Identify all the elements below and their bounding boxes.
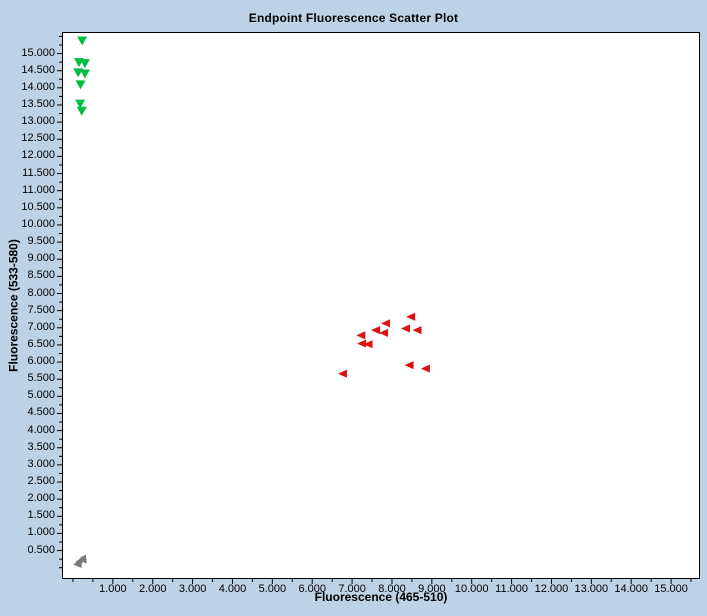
- data-point-green_triangles[interactable]: [75, 80, 86, 90]
- y-tick-label: 3.500: [27, 440, 55, 453]
- data-point-red_triangles[interactable]: [400, 324, 410, 333]
- y-tick-label: 2.500: [27, 475, 55, 488]
- x-tick-label: 12.000: [534, 583, 569, 595]
- data-point-red_triangles[interactable]: [412, 326, 422, 335]
- y-tick-label: 8.500: [27, 269, 55, 282]
- data-point-red_triangles[interactable]: [404, 361, 414, 370]
- plot-area[interactable]: [62, 32, 700, 579]
- data-point-red_triangles[interactable]: [356, 331, 366, 340]
- x-tick-label: 3.000: [178, 583, 207, 595]
- y-tick-label: 5.000: [27, 389, 55, 402]
- x-tick-label: 11.000: [495, 583, 528, 595]
- y-tick-label: 3.000: [27, 457, 55, 470]
- x-tick-label: 6.000: [298, 583, 326, 595]
- data-point-red_triangles[interactable]: [406, 312, 416, 321]
- y-tick-label: 5.500: [27, 372, 55, 385]
- data-point-gray_cluster[interactable]: [75, 562, 82, 569]
- y-axis-label: Fluorescence (533-580): [6, 239, 21, 372]
- y-tick-label: 2.000: [27, 492, 55, 505]
- y-tick-label: 1.500: [27, 509, 55, 522]
- y-tick-label: 11.500: [22, 166, 55, 179]
- y-tick-label: 7.500: [27, 303, 55, 316]
- data-point-red_triangles[interactable]: [357, 339, 367, 348]
- x-tick-label: 7.000: [338, 583, 366, 595]
- data-point-red_triangles[interactable]: [371, 326, 381, 335]
- x-tick-label: 14.000: [614, 583, 649, 595]
- y-tick-label: 11.000: [22, 183, 55, 196]
- y-tick-label: 15.000: [21, 46, 55, 59]
- x-tick-label: 9.000: [418, 583, 446, 595]
- x-tick-label: 4.000: [218, 583, 247, 595]
- x-tick-label: 15.000: [654, 583, 688, 595]
- y-tick-label: 10.500: [21, 200, 55, 213]
- data-point-green_triangles[interactable]: [77, 36, 88, 46]
- data-point-red_triangles[interactable]: [379, 328, 389, 337]
- y-tick-label: 12.000: [21, 149, 55, 162]
- y-tick-label: 9.500: [27, 235, 55, 248]
- data-point-gray_cluster[interactable]: [80, 554, 87, 561]
- y-tick-label: 0.500: [27, 543, 55, 556]
- y-tick-label: 9.000: [27, 252, 55, 265]
- data-point-red_triangles[interactable]: [363, 340, 373, 349]
- x-tick-label: 2.000: [138, 583, 167, 595]
- x-tick-label: 5.000: [258, 583, 287, 595]
- y-tick-label: 14.000: [21, 80, 55, 93]
- x-tick-label: 1.000: [99, 583, 127, 595]
- data-point-red_triangles[interactable]: [381, 319, 391, 328]
- y-tick-label: 13.000: [21, 115, 55, 128]
- y-tick-label: 14.500: [21, 63, 55, 76]
- x-tick-label: 8.000: [378, 583, 406, 595]
- y-tick-label: 6.500: [27, 337, 55, 350]
- y-tick-label: 6.000: [27, 355, 55, 368]
- data-point-red_triangles[interactable]: [420, 364, 430, 373]
- y-tick-label: 13.500: [21, 97, 55, 110]
- y-tick-label: 8.000: [27, 286, 55, 299]
- y-tick-label: 12.500: [21, 132, 55, 145]
- chart-title: Endpoint Fluorescence Scatter Plot: [248, 11, 459, 25]
- data-point-green_triangles[interactable]: [79, 59, 90, 69]
- y-tick-label: 4.000: [27, 423, 55, 436]
- y-tick-label: 1.000: [27, 526, 55, 539]
- data-point-green_triangles[interactable]: [76, 106, 87, 116]
- data-point-gray_cluster[interactable]: [80, 558, 87, 564]
- data-point-green_triangles[interactable]: [79, 69, 90, 79]
- x-axis-label: Fluorescence (465-510): [314, 590, 448, 604]
- y-tick-label: 4.500: [27, 406, 55, 419]
- y-tick-label: 10.000: [21, 217, 55, 230]
- x-tick-label: 10.000: [454, 583, 489, 595]
- data-point-red_triangles[interactable]: [337, 369, 347, 378]
- data-point-green_triangles[interactable]: [75, 99, 86, 109]
- x-tick-label: 13.000: [574, 583, 609, 595]
- y-tick-label: 7.000: [27, 320, 55, 333]
